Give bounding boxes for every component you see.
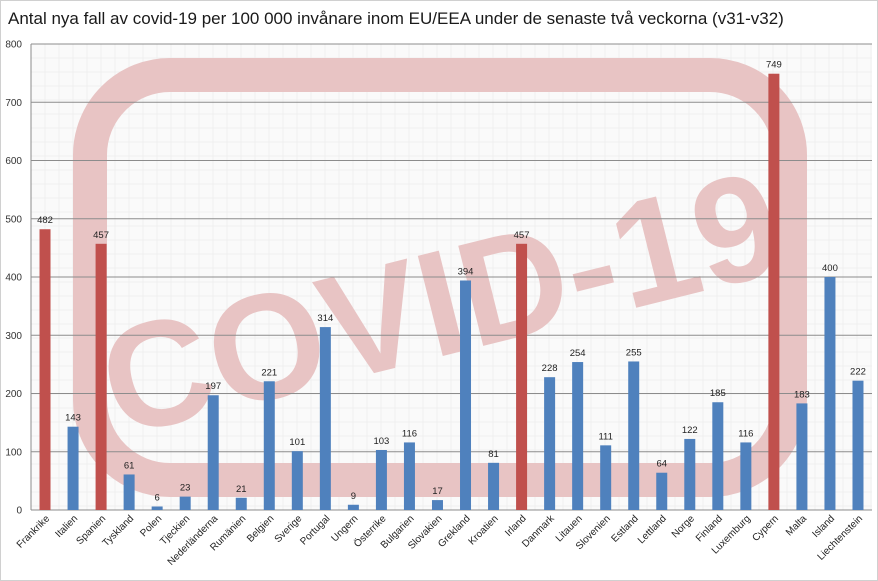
data-label: 17 xyxy=(432,486,443,497)
x-tick-label: Frankrike xyxy=(15,513,53,551)
x-tick-label: Polen xyxy=(138,513,164,539)
bar xyxy=(235,497,247,510)
data-label: 221 xyxy=(261,367,277,378)
x-tick-label: Portugal xyxy=(298,513,332,547)
bar xyxy=(319,327,331,510)
bar xyxy=(123,474,135,510)
data-label: 222 xyxy=(850,367,866,378)
data-label: 749 xyxy=(766,60,782,71)
data-label: 143 xyxy=(65,413,81,424)
bar xyxy=(572,362,584,510)
bar xyxy=(431,500,443,510)
data-label: 64 xyxy=(656,459,667,470)
bar xyxy=(796,403,808,510)
data-label: 122 xyxy=(682,425,698,436)
bar xyxy=(516,243,528,511)
data-label: 81 xyxy=(488,449,499,460)
data-label: 23 xyxy=(180,483,191,494)
data-label: 254 xyxy=(570,348,586,359)
bar xyxy=(740,442,752,510)
data-label: 116 xyxy=(738,428,753,439)
bar xyxy=(712,402,724,510)
bar xyxy=(67,426,79,510)
bar xyxy=(628,361,640,510)
data-label: 185 xyxy=(710,388,726,399)
y-tick-label: 300 xyxy=(5,331,22,342)
x-tick-label: Tyskland xyxy=(101,513,137,549)
data-label: 314 xyxy=(317,313,333,324)
data-label: 21 xyxy=(236,484,247,495)
bar xyxy=(347,504,359,510)
gridlines xyxy=(30,43,872,511)
x-tick-label: Malta xyxy=(784,513,809,538)
bars xyxy=(39,73,864,511)
x-tick-label: Island xyxy=(810,513,837,540)
x-tick-label: Danmark xyxy=(520,513,557,550)
y-tick-label: 800 xyxy=(5,40,22,51)
data-label: 394 xyxy=(458,266,474,277)
bar xyxy=(291,451,303,510)
chart-title: Antal nya fall av covid-19 per 100 000 i… xyxy=(8,9,784,28)
bar xyxy=(207,395,219,510)
data-label: 482 xyxy=(37,215,53,226)
y-axis-ticks: 0 100 200 300 400 500 600 700 800 xyxy=(5,40,22,517)
data-label: 116 xyxy=(402,428,417,439)
bar xyxy=(179,496,191,510)
data-label: 457 xyxy=(514,230,530,241)
data-label: 6 xyxy=(155,493,160,504)
data-label: 197 xyxy=(205,381,221,392)
bar xyxy=(95,243,107,511)
bar xyxy=(656,472,668,510)
bar xyxy=(544,377,556,510)
bar xyxy=(263,381,275,510)
data-label: 228 xyxy=(542,363,558,374)
y-tick-label: 0 xyxy=(16,506,22,517)
bar xyxy=(151,506,163,510)
data-label: 103 xyxy=(373,436,389,447)
y-tick-label: 100 xyxy=(5,447,22,458)
x-tick-label: Irland xyxy=(503,513,528,538)
y-tick-label: 400 xyxy=(5,273,22,284)
y-tick-label: 700 xyxy=(5,98,22,109)
bar xyxy=(39,229,51,511)
x-tick-label: Belgien xyxy=(245,513,276,544)
data-label: 101 xyxy=(289,437,305,448)
data-label: 9 xyxy=(351,491,356,502)
bar xyxy=(824,277,836,510)
x-tick-label: Kroatien xyxy=(467,513,501,547)
data-label: 183 xyxy=(794,389,810,400)
data-label: 111 xyxy=(598,431,612,442)
data-label: 255 xyxy=(626,347,642,358)
data-labels: 482 143 457 61 6 23 197 21 221 101 314 9 103 116 17 394… xyxy=(37,60,866,504)
x-tick-label: Cypern xyxy=(750,513,781,544)
bar xyxy=(684,438,696,510)
x-tick-label: Lettland xyxy=(636,513,669,546)
bar xyxy=(600,445,612,510)
data-label: 457 xyxy=(93,230,109,241)
y-tick-label: 500 xyxy=(5,214,22,225)
y-tick-label: 600 xyxy=(5,156,22,167)
data-label: 61 xyxy=(124,460,135,471)
bar xyxy=(488,462,500,510)
bar xyxy=(460,280,472,510)
bar xyxy=(852,380,864,510)
data-label: 400 xyxy=(822,263,838,274)
bar xyxy=(768,73,780,511)
y-tick-label: 200 xyxy=(5,389,22,400)
bar xyxy=(403,442,415,510)
x-tick-label: Italien xyxy=(54,513,81,540)
bar xyxy=(375,450,387,510)
